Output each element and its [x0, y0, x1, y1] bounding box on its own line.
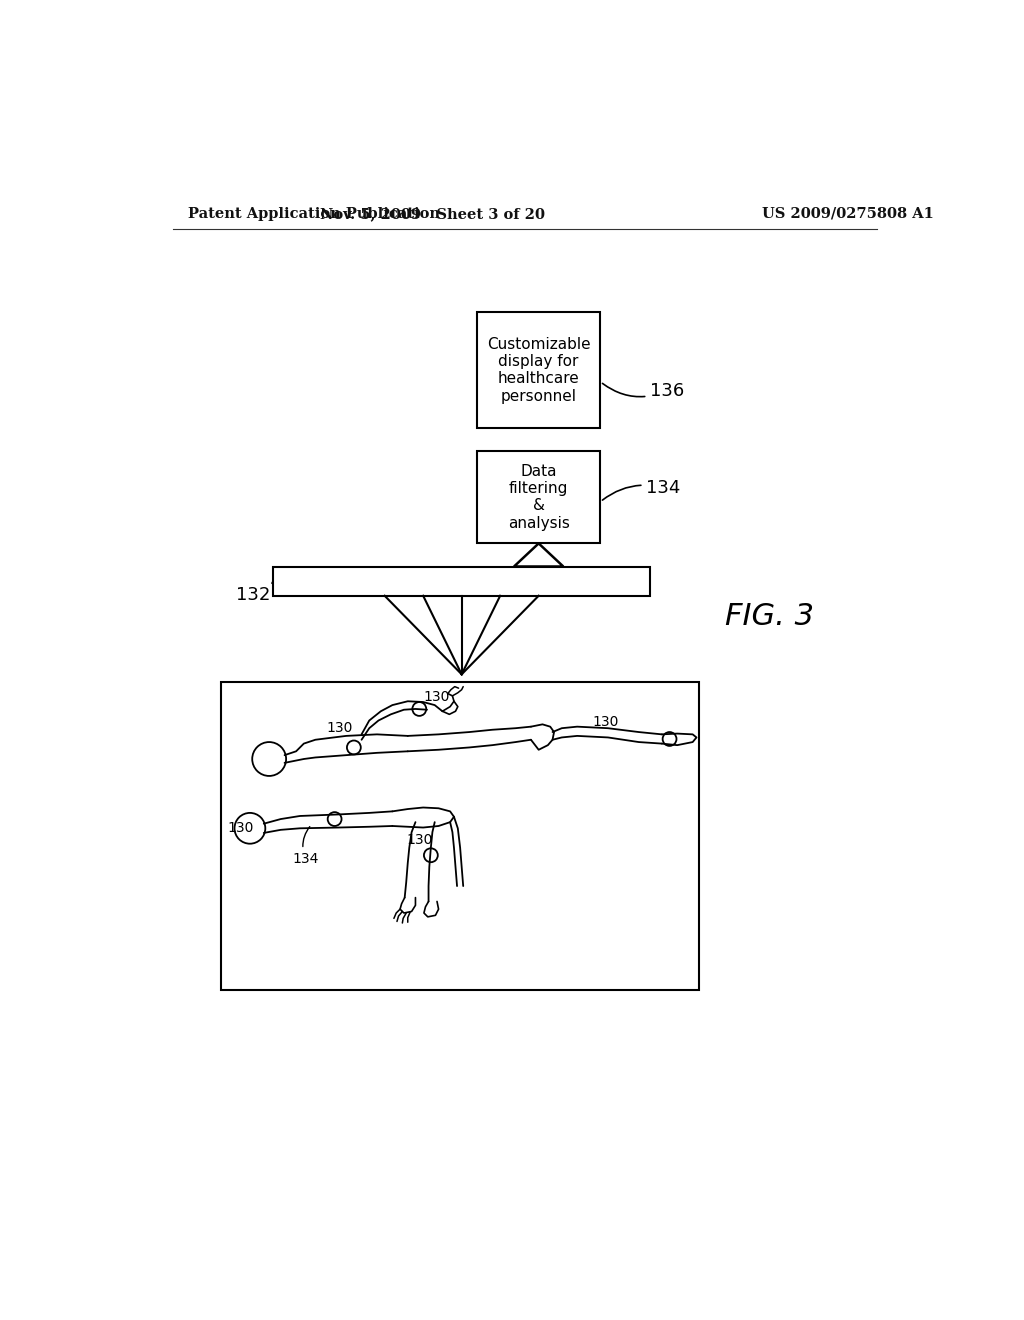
- Bar: [221, 682, 698, 990]
- Bar: [273, 566, 650, 595]
- Bar: [477, 451, 600, 544]
- Text: 134: 134: [602, 479, 681, 500]
- Text: FIG. 3: FIG. 3: [725, 602, 814, 631]
- Text: Patent Application Publication: Patent Application Publication: [188, 207, 440, 220]
- Text: 130: 130: [407, 833, 432, 847]
- Text: 130: 130: [593, 715, 618, 729]
- Text: Customizable
display for
healthcare
personnel: Customizable display for healthcare pers…: [486, 337, 591, 404]
- Polygon shape: [514, 544, 563, 566]
- Text: 132: 132: [237, 581, 273, 605]
- Text: 130: 130: [227, 821, 254, 836]
- Text: Nov. 5, 2009   Sheet 3 of 20: Nov. 5, 2009 Sheet 3 of 20: [319, 207, 545, 220]
- Text: 136: 136: [602, 381, 685, 400]
- Text: 130: 130: [327, 721, 353, 735]
- Text: Data
filtering
&
analysis: Data filtering & analysis: [508, 463, 569, 531]
- Text: US 2009/0275808 A1: US 2009/0275808 A1: [762, 207, 934, 220]
- Bar: [477, 313, 600, 428]
- Text: 134: 134: [292, 826, 318, 866]
- Text: 130: 130: [423, 690, 450, 705]
